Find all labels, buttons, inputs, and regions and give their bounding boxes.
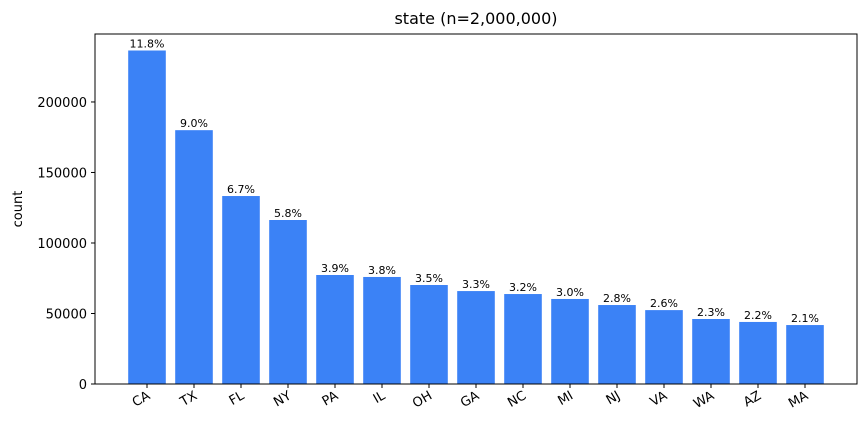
- value-label: 2.2%: [744, 309, 772, 322]
- bar: [175, 130, 213, 384]
- x-tick-label: NC: [505, 388, 529, 410]
- x-tick-label: WA: [691, 388, 717, 412]
- y-tick-label: 0: [79, 378, 87, 393]
- y-axis-label: count: [11, 191, 26, 228]
- bar: [786, 325, 824, 384]
- value-label: 2.8%: [603, 292, 631, 305]
- value-label: 2.6%: [650, 297, 678, 310]
- x-tick-label: VA: [648, 388, 670, 410]
- value-label: 11.8%: [130, 37, 165, 50]
- value-label: 6.7%: [227, 183, 255, 196]
- x-tick-label: IL: [371, 388, 389, 407]
- bar: [457, 291, 495, 384]
- value-label: 3.0%: [556, 286, 584, 299]
- x-tick-label: TX: [177, 388, 200, 410]
- x-tick-label: NJ: [604, 388, 623, 408]
- bar: [316, 274, 354, 384]
- x-tick-label: GA: [458, 388, 482, 411]
- bar: [363, 276, 401, 384]
- y-tick-label: 150000: [37, 166, 87, 181]
- x-tick-label: MA: [786, 388, 811, 411]
- x-tick-label: OH: [410, 388, 435, 411]
- value-label: 2.3%: [697, 306, 725, 319]
- x-tick-label: MI: [555, 388, 576, 409]
- value-label: 3.9%: [321, 262, 349, 275]
- y-tick-label: 50000: [46, 307, 87, 322]
- value-label: 3.5%: [415, 272, 443, 285]
- x-tick-label: PA: [320, 388, 341, 409]
- bar: [692, 318, 730, 384]
- value-label: 3.3%: [462, 278, 490, 291]
- bar: [222, 196, 260, 384]
- x-tick-label: AZ: [741, 388, 764, 410]
- plot-frame: [94, 33, 858, 385]
- value-label: 5.8%: [274, 207, 302, 220]
- value-label: 2.1%: [791, 312, 819, 325]
- bar: [645, 310, 683, 384]
- y-tick-label: 200000: [37, 96, 87, 111]
- bar: [739, 321, 777, 384]
- value-label: 3.2%: [509, 281, 537, 294]
- chart-title: state (n=2,000,000): [394, 9, 557, 28]
- bar: [504, 294, 542, 384]
- bar: [410, 285, 448, 384]
- x-tick-label: NY: [271, 388, 294, 410]
- x-tick-label: FL: [227, 388, 248, 409]
- bar: [269, 219, 307, 384]
- value-label: 3.8%: [368, 264, 396, 277]
- y-tick-label: 100000: [37, 237, 87, 252]
- bar: [128, 50, 166, 385]
- value-label: 9.0%: [180, 117, 208, 130]
- bar: [551, 298, 589, 384]
- x-tick-label: CA: [130, 388, 153, 410]
- bar: [598, 305, 636, 384]
